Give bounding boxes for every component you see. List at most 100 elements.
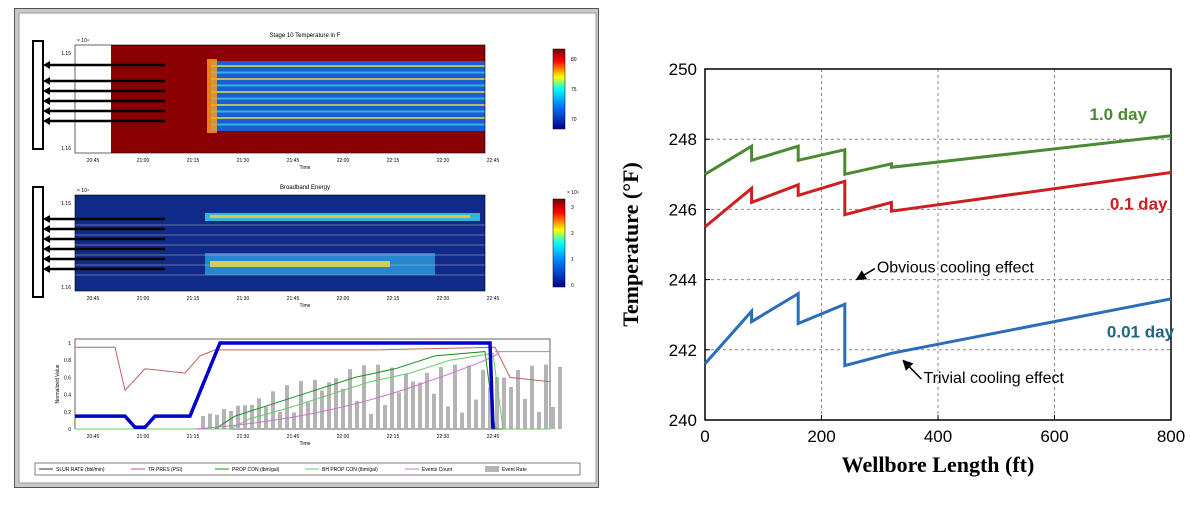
panel1-arrowhead xyxy=(43,107,50,115)
panel1-y-tick: 1.15 xyxy=(61,51,71,57)
panel3-y-label: Normalized Value xyxy=(55,364,61,403)
panel3-event-rate-bar xyxy=(551,407,555,429)
panel3-event-rate-bar xyxy=(348,369,352,429)
panel1-band xyxy=(211,123,485,126)
panel3-event-rate-bar xyxy=(404,373,408,429)
panel3-event-rate-bar xyxy=(236,405,240,429)
panel3-event-rate-bar xyxy=(313,379,317,429)
panel3-event-rate-bar xyxy=(250,404,254,429)
panel3-y-tick: 0.8 xyxy=(64,358,71,364)
panel3-bh-prop-con-line xyxy=(75,352,550,430)
panel1-x-tick: 20:45 xyxy=(87,158,100,164)
panel3-event-rate-bar xyxy=(299,380,303,429)
panel3-event-rate-bar xyxy=(460,412,464,429)
panel1-y-exponent: × 10⁴ xyxy=(77,38,89,44)
panel3-x-tick: 22:00 xyxy=(337,434,350,440)
panel2-x-tick: 21:30 xyxy=(237,296,250,302)
x-tick-label: 0 xyxy=(700,427,709,446)
panel1-band xyxy=(211,71,485,74)
panel2-heatmap-bg xyxy=(75,195,485,291)
panel2-y-exponent: × 10⁴ xyxy=(77,188,89,194)
panel3-y-tick: 0.2 xyxy=(64,410,71,416)
panel3-x-tick: 21:15 xyxy=(187,434,200,440)
panel3-event-rate-bar xyxy=(264,406,268,429)
panel1-blank-left xyxy=(75,45,111,133)
panel2-colorbar-tick: 1 xyxy=(571,257,574,263)
panel3-event-rate-bar xyxy=(369,414,373,429)
panel3-event-rate-bar xyxy=(530,365,534,429)
panel3-event-rate-bar xyxy=(243,405,247,429)
panel3-x-tick: 21:30 xyxy=(237,434,250,440)
panel1-band xyxy=(211,117,485,119)
panel3-event-rate-bar xyxy=(558,366,562,429)
annotation-arrow-0 xyxy=(855,267,876,281)
panel3-event-rate-bar xyxy=(397,392,401,429)
y-tick-label: 242 xyxy=(669,341,697,360)
panel2-arrowhead xyxy=(43,255,50,263)
panel2-arrowhead xyxy=(43,225,50,233)
panel2-colorbar-exponent: × 10⁴ xyxy=(567,190,579,196)
panel2-x-tick: 22:30 xyxy=(437,296,450,302)
panel2-y-tick: 1.16 xyxy=(61,285,71,291)
panel3-event-rate-bar xyxy=(446,406,450,429)
panel3-event-rate-bar xyxy=(467,365,471,429)
panel1-x-tick: 22:45 xyxy=(487,158,500,164)
x-axis-label: Wellbore Length (ft) xyxy=(842,452,1035,477)
panel3-event-rate-bar xyxy=(474,399,478,429)
panel3-y-tick: 0.4 xyxy=(64,393,71,399)
panel1-band xyxy=(211,84,485,87)
panel1-band xyxy=(211,97,485,100)
panel3-prop-con-line xyxy=(75,351,550,430)
panel1-x-tick: 22:00 xyxy=(337,158,350,164)
panel1-front xyxy=(207,59,217,133)
panel3-event-rate-bar xyxy=(523,398,527,429)
panel3-event-rate-bar xyxy=(327,382,331,429)
panel1-x-tick: 22:30 xyxy=(437,158,450,164)
panel2-x-tick: 21:45 xyxy=(287,296,300,302)
panel3-event-rate-bar xyxy=(439,367,443,429)
panel1-x-tick: 22:15 xyxy=(387,158,400,164)
panel1-band xyxy=(211,110,485,113)
panel1-x-tick: 21:30 xyxy=(237,158,250,164)
panel3-y-tick: 0.6 xyxy=(64,375,71,381)
y-tick-label: 248 xyxy=(669,130,697,149)
panel1-y-tick: 1.16 xyxy=(61,146,71,152)
panel3-event-rate-bar xyxy=(257,398,261,429)
panel3-tr-pres-line xyxy=(75,346,551,392)
panel3-x-tick: 22:30 xyxy=(437,434,450,440)
panel2-colorbar-tick: 0 xyxy=(571,283,574,289)
panel2-title: Broadband Energy xyxy=(280,185,330,191)
panel3-event-rate-bar xyxy=(334,378,338,429)
panel3-event-rate-bar xyxy=(229,411,233,429)
panel3-legend-label: Events Count xyxy=(422,467,453,473)
y-tick-label: 244 xyxy=(669,271,697,290)
panel2-frame xyxy=(74,194,486,292)
panel2-x-tick: 21:00 xyxy=(137,296,150,302)
panel2-x-tick: 20:45 xyxy=(87,296,100,302)
panel3-event-rate-bar xyxy=(481,369,485,429)
panel1-band xyxy=(211,91,485,93)
x-tick-label: 800 xyxy=(1157,427,1185,446)
panel3-event-rate-bar xyxy=(278,411,282,429)
panel3-event-rate-bar xyxy=(502,377,506,429)
y-tick-label: 250 xyxy=(669,60,697,79)
panel3-event-rate-bar xyxy=(516,370,520,429)
panel2-x-tick: 22:00 xyxy=(337,296,350,302)
panel3-event-rate-bar xyxy=(453,364,457,429)
panel3-legend-label: TR PRES (PSI) xyxy=(148,467,183,473)
panel1-band xyxy=(211,104,485,106)
panel3-event-rate-bar xyxy=(383,404,387,429)
annotation-arrow-1 xyxy=(902,359,922,380)
panel3-legend-label: PROP CON (lbm/gal) xyxy=(232,467,280,473)
panel1-x-tick: 21:45 xyxy=(287,158,300,164)
panel1-arrowhead xyxy=(43,117,50,125)
panel2-x-tick: 21:15 xyxy=(187,296,200,302)
panel2-arrowhead xyxy=(43,215,50,223)
panel3-slur-rate-line xyxy=(75,341,495,430)
panel2-arrowhead xyxy=(43,265,50,273)
panel3-y-tick: 1 xyxy=(68,341,71,347)
panel3-event-rate-bar xyxy=(488,387,492,429)
panel2-y-tick: 1.15 xyxy=(61,201,71,207)
panel2-band-lower-hot xyxy=(210,261,390,267)
panel3-event-rate-bar xyxy=(509,387,513,429)
